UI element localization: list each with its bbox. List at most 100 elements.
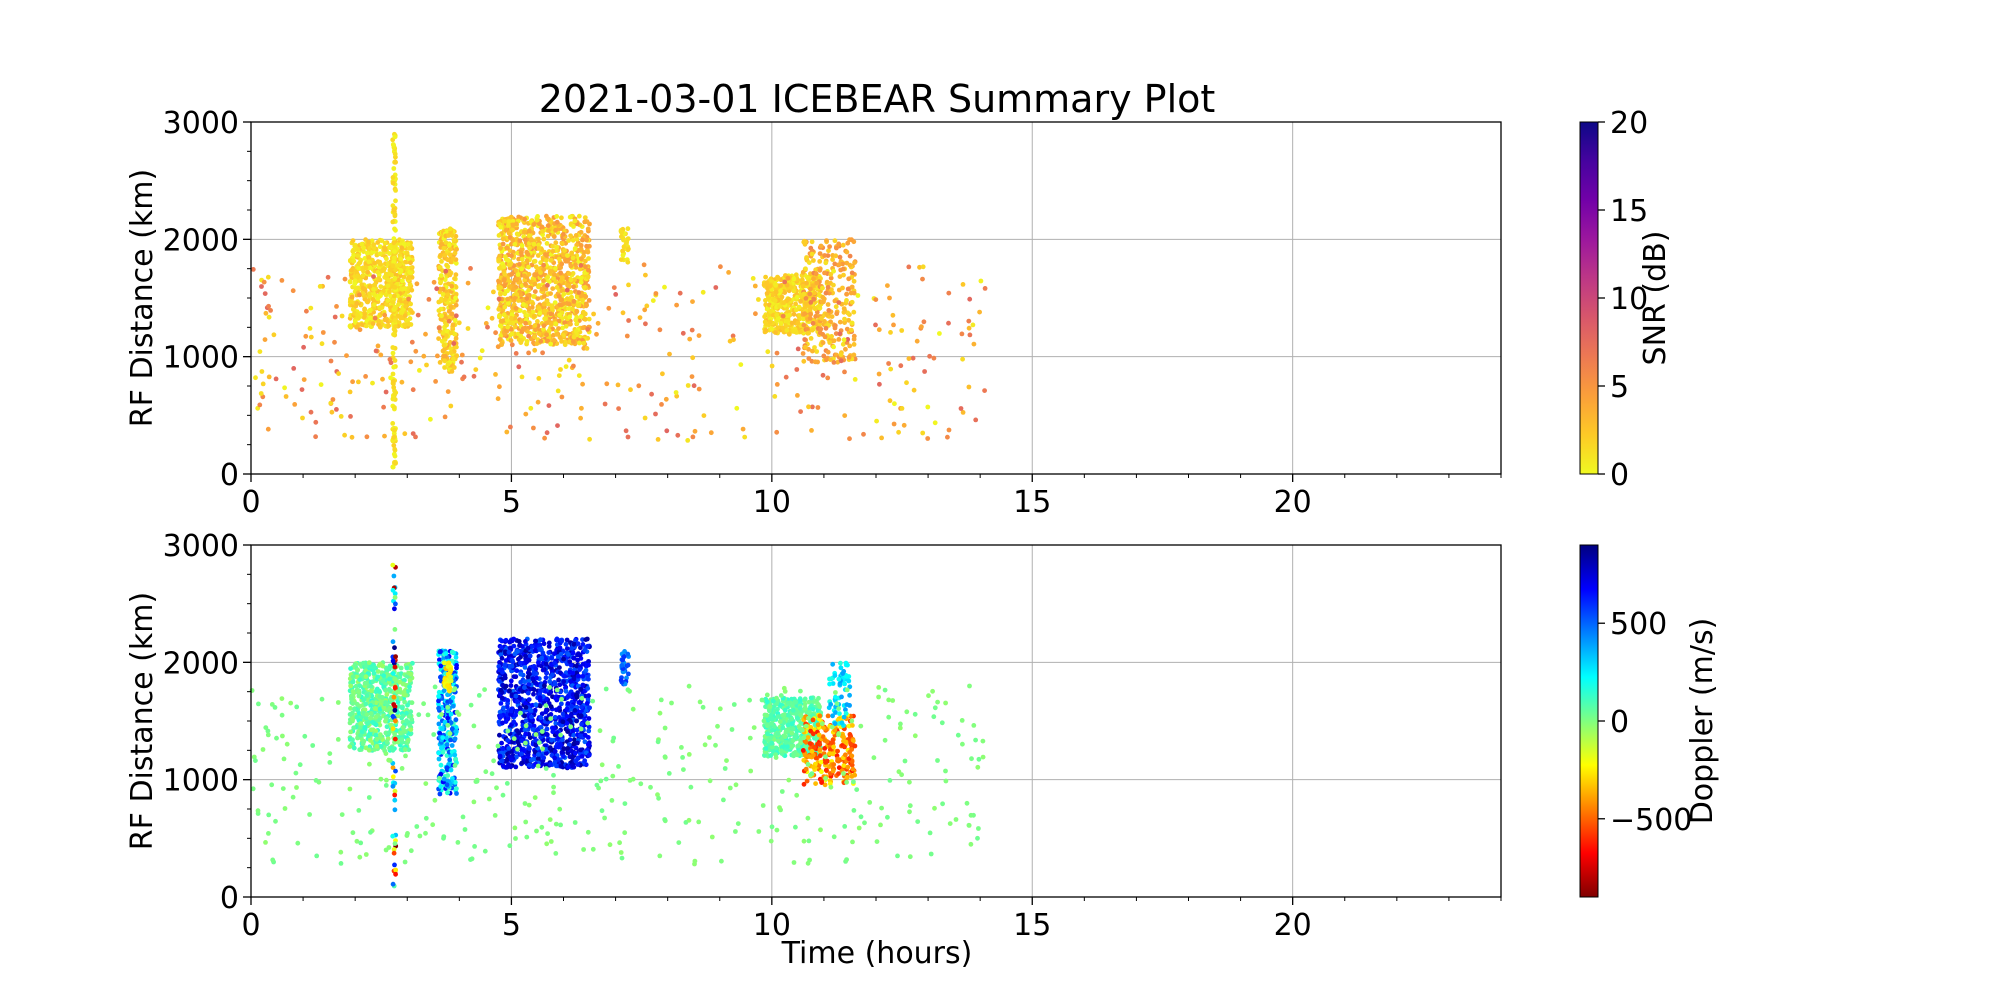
data-point xyxy=(299,387,305,392)
data-point xyxy=(841,272,846,278)
data-point xyxy=(573,233,579,238)
data-point xyxy=(571,334,577,340)
data-point xyxy=(498,291,503,297)
data-point xyxy=(795,320,801,326)
data-point xyxy=(454,246,459,252)
data-point xyxy=(791,276,797,282)
data-point xyxy=(577,247,583,253)
data-point xyxy=(892,401,897,407)
data-point xyxy=(545,233,551,239)
data-point xyxy=(400,705,405,711)
data-point xyxy=(531,222,537,227)
data-point xyxy=(436,756,442,762)
data-point xyxy=(922,369,927,374)
data-point xyxy=(775,275,781,281)
data-point xyxy=(832,238,838,244)
y-tick-label: 3000 xyxy=(163,106,239,141)
data-point xyxy=(356,261,362,267)
data-point xyxy=(625,236,631,242)
data-point xyxy=(701,413,707,418)
data-point xyxy=(536,283,542,288)
data-point xyxy=(404,718,409,724)
data-point xyxy=(840,341,846,347)
data-point xyxy=(762,314,767,320)
data-point xyxy=(398,665,404,671)
data-point xyxy=(471,373,477,379)
data-point xyxy=(811,296,817,302)
data-point xyxy=(263,310,269,316)
data-point xyxy=(541,294,547,299)
data-point xyxy=(805,330,811,336)
data-point xyxy=(574,236,580,242)
data-point xyxy=(570,728,576,733)
data-point xyxy=(834,245,839,251)
data-point xyxy=(532,347,538,353)
data-point xyxy=(349,268,354,273)
data-point xyxy=(405,241,411,247)
data-point xyxy=(829,334,834,339)
data-point xyxy=(355,312,360,318)
data-point xyxy=(390,142,396,147)
data-point xyxy=(498,245,503,251)
data-point xyxy=(501,312,507,318)
data-point xyxy=(391,255,397,261)
data-point xyxy=(363,663,369,669)
data-point xyxy=(899,328,905,333)
data-point xyxy=(392,151,398,157)
data-point xyxy=(452,276,457,281)
data-point xyxy=(591,311,596,317)
data-point xyxy=(265,274,271,280)
data-point xyxy=(443,240,449,245)
data-point xyxy=(800,283,806,289)
data-point xyxy=(390,219,396,225)
data-point xyxy=(822,319,827,324)
data-point xyxy=(785,318,790,324)
data-point xyxy=(348,729,353,735)
data-point xyxy=(414,281,420,287)
data-point xyxy=(896,429,901,435)
data-point xyxy=(348,706,353,711)
data-point xyxy=(399,379,405,385)
data-point xyxy=(536,306,542,312)
data-point xyxy=(453,313,459,319)
data-point xyxy=(667,351,672,357)
data-point xyxy=(817,303,823,308)
data-point xyxy=(356,711,362,716)
data-point xyxy=(393,267,398,273)
data-point xyxy=(449,283,455,289)
data-point xyxy=(452,736,458,742)
data-point xyxy=(845,286,851,292)
data-point xyxy=(390,263,396,269)
data-point xyxy=(479,348,485,354)
data-point xyxy=(347,323,353,329)
data-point xyxy=(402,699,407,705)
data-point xyxy=(437,286,443,292)
data-point xyxy=(388,375,393,381)
data-point xyxy=(791,288,797,294)
data-point xyxy=(392,862,397,868)
data-point xyxy=(606,305,612,311)
data-point xyxy=(402,747,408,752)
data-point xyxy=(548,341,554,347)
data-point xyxy=(571,655,577,661)
data-point xyxy=(330,397,336,402)
data-point xyxy=(390,765,396,770)
data-point xyxy=(406,296,411,302)
data-point xyxy=(392,391,398,397)
data-point xyxy=(562,320,567,326)
data-point xyxy=(774,312,780,318)
data-point xyxy=(804,274,810,280)
data-point xyxy=(584,701,590,706)
data-point xyxy=(828,319,833,325)
data-point xyxy=(657,327,663,333)
data-point xyxy=(730,333,736,339)
data-point xyxy=(383,687,388,693)
data-point xyxy=(506,230,512,236)
data-point xyxy=(448,304,454,310)
data-point xyxy=(549,321,554,326)
data-point xyxy=(763,327,769,333)
data-point xyxy=(532,707,538,713)
data-point xyxy=(978,278,984,284)
data-point xyxy=(447,340,453,345)
data-point xyxy=(572,246,578,251)
